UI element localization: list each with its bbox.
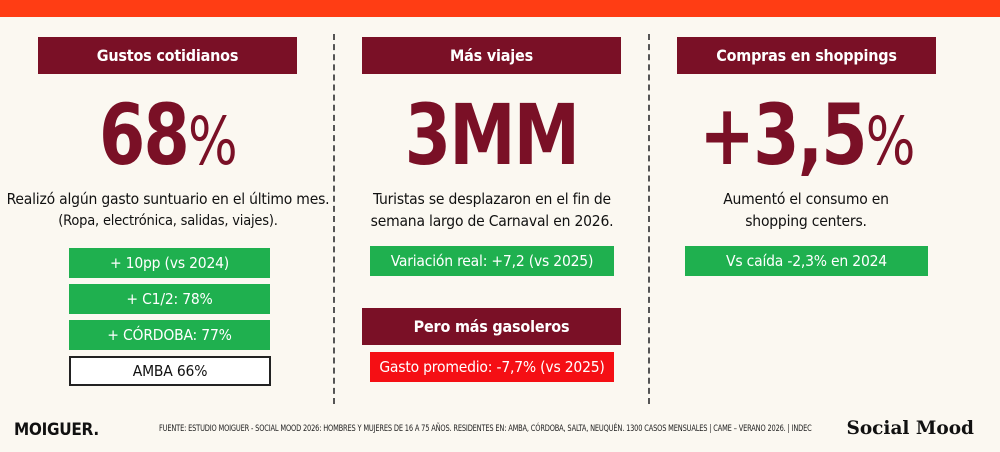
sub-header: Pero más gasoleros <box>362 308 621 345</box>
stat-description-sub: shopping centers. <box>745 212 867 230</box>
stat-description-main: Realizó algún gasto suntuario en el últi… <box>6 190 330 208</box>
moiguer-logo: MOIGUER. <box>14 420 99 440</box>
social-mood-logo: Social Mood <box>846 418 974 439</box>
column-header: Compras en shoppings <box>677 37 936 74</box>
big-stat: 3MM <box>378 93 606 184</box>
stat-description-sub: semana largo de Carnaval en 2026. <box>370 212 614 230</box>
stat-pill: + CÓRDOBA: 77% <box>69 320 270 350</box>
big-stat-value: 68 <box>99 86 190 184</box>
stat-pill: Variación real: +7,2 (vs 2025) <box>370 246 614 276</box>
big-stat: +3,5% <box>693 93 921 184</box>
big-stat-suffix: % <box>188 103 238 180</box>
stat-pill: + 10pp (vs 2024) <box>69 248 270 278</box>
column-header: Más viajes <box>362 37 621 74</box>
column-header: Gustos cotidianos <box>38 37 297 74</box>
stat-description-main: Aumentó el consumo en <box>723 190 889 208</box>
big-stat-value: 3MM <box>404 86 580 184</box>
stat-pill: AMBA 66% <box>69 356 271 386</box>
top-accent-bar <box>0 0 1000 17</box>
stat-description: Turistas se desplazaron en el fin de sem… <box>336 188 648 232</box>
column-divider <box>333 34 335 404</box>
stat-description: Aumentó el consumo en shopping centers. <box>650 188 962 232</box>
stat-pill: Vs caída -2,3% en 2024 <box>685 246 928 276</box>
stat-pill: Gasto promedio: -7,7% (vs 2025) <box>370 352 614 382</box>
stat-description: Realizó algún gasto suntuario en el últi… <box>0 188 336 232</box>
footer: MOIGUER. FUENTE: ESTUDIO MOIGUER - SOCIA… <box>0 414 1000 448</box>
source-note: FUENTE: ESTUDIO MOIGUER - SOCIAL MOOD 20… <box>159 424 812 434</box>
stat-description-sub: (Ropa, electrónica, salidas, viajes). <box>58 213 278 229</box>
stat-description-main: Turistas se desplazaron en el fin de <box>373 190 611 208</box>
stat-pill: + C1/2: 78% <box>69 284 270 314</box>
big-stat: 68% <box>54 93 282 184</box>
big-stat-suffix: % <box>865 103 916 180</box>
column-divider <box>648 34 650 404</box>
big-stat-value: +3,5 <box>699 86 867 184</box>
